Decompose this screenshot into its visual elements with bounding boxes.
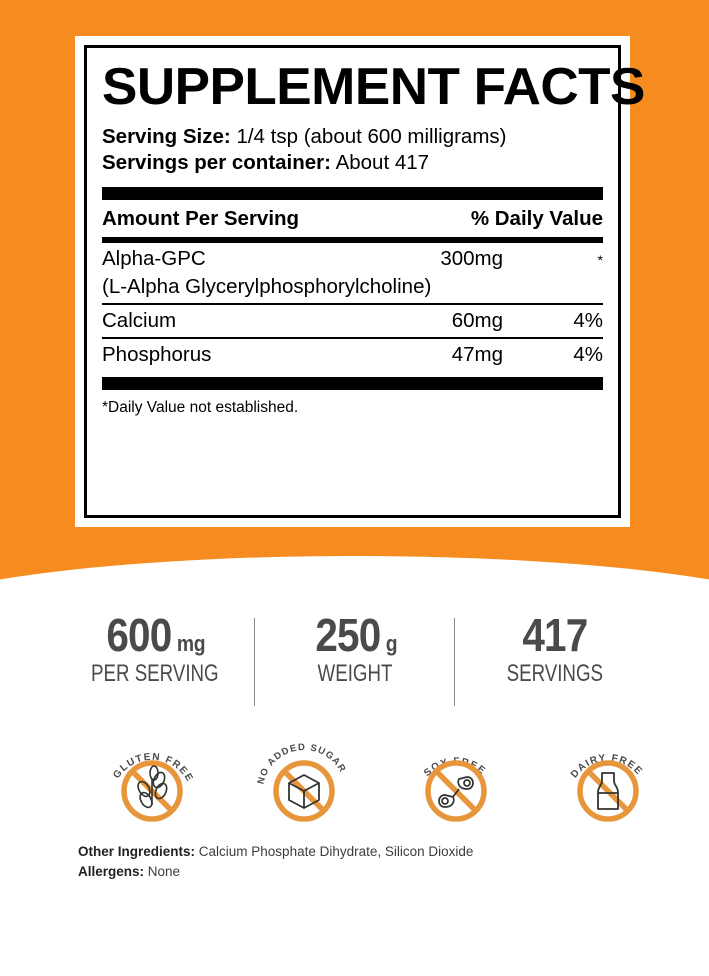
stat-value-row: 417 [467, 612, 642, 658]
stat-value: 600 [106, 609, 172, 661]
row-divider [102, 336, 603, 339]
serving-size-label: Serving Size: [102, 124, 231, 148]
stat-servings: 417 SERVINGS [467, 612, 642, 688]
nutrient-amount: 47mg [451, 342, 503, 366]
stat-unit: g [385, 631, 398, 656]
nutrient-daily-value: 4% [573, 308, 603, 332]
nutrient-daily-value: 4% [573, 342, 603, 366]
stat-label: WEIGHT [317, 660, 392, 687]
allergens-value: None [147, 863, 181, 879]
stat-divider [454, 618, 455, 706]
stat-value-row: 250 g [267, 612, 442, 658]
stat-weight: 250 g WEIGHT [267, 612, 442, 688]
serving-size-line: Serving Size: 1/4 tsp (about 600 milligr… [102, 125, 603, 149]
claims-badge-row: GLUTEN FREE NO ADDED SUGAR [0, 733, 709, 828]
allergens-line: Allergens: None [78, 862, 473, 882]
header-divider-bar [102, 186, 603, 200]
allergens-label: Allergens: [78, 863, 145, 879]
header-underline-bar [102, 236, 603, 243]
nutrient-name: Alpha-GPC [102, 246, 206, 270]
badge-dairy-free: DAIRY FREE [553, 733, 663, 828]
other-ingredients-value: Calcium Phosphate Dihydrate, Silicon Dio… [198, 844, 474, 859]
servings-per-container-line: Servings per container: About 417 [102, 151, 603, 175]
table-row: Phosphorus 47mg 4% [102, 339, 603, 371]
badge-gluten-free: GLUTEN FREE [97, 733, 207, 828]
sugar-cube-icon [272, 760, 335, 822]
daily-value-header: % Daily Value [470, 206, 603, 230]
table-header-row: Amount Per Serving % Daily Value [102, 200, 603, 237]
nutrient-amount: 60mg [451, 308, 503, 332]
footer-divider-bar [102, 376, 603, 390]
stat-value: 250 [315, 609, 382, 661]
stat-value-row: 600 mg [67, 612, 242, 658]
supplement-facts-panel: SUPPLEMENT FACTS Serving Size: 1/4 tsp (… [75, 36, 645, 527]
soybean-icon [424, 760, 487, 822]
nutrient-daily-value: * [597, 251, 603, 268]
badge-soy-free: SOY FREE [401, 733, 511, 828]
ingredients-block: Other Ingredients: Calcium Phosphate Dih… [78, 842, 473, 881]
table-row: Alpha-GPC 300mg * [102, 243, 603, 275]
stat-value: 417 [522, 609, 588, 661]
page-title: SUPPLEMENT FACTS [102, 58, 645, 116]
other-ingredients-line: Other Ingredients: Calcium Phosphate Dih… [78, 842, 473, 862]
nutrient-name: Phosphorus [102, 342, 212, 366]
product-stats-strip: 600 mg PER SERVING 250 g WEIGHT 417 SERVIN… [0, 612, 709, 712]
nutrient-name: Calcium [102, 308, 177, 332]
stat-unit: mg [177, 631, 206, 656]
table-row: Calcium 60mg 4% [102, 305, 603, 337]
servings-per-container-value: About 417 [335, 150, 430, 174]
row-divider [102, 302, 603, 305]
serving-size-value: 1/4 tsp (about 600 milligrams) [236, 124, 507, 148]
other-ingredients-label: Other Ingredients: [78, 844, 196, 859]
wheat-icon [120, 760, 183, 822]
stat-label: SERVINGS [506, 660, 603, 687]
badge-no-added-sugar: NO ADDED SUGAR [249, 733, 359, 828]
daily-value-footnote: *Daily Value not established. [102, 398, 299, 416]
stat-label: PER SERVING [90, 660, 219, 687]
amount-per-serving-header: Amount Per Serving [102, 206, 300, 230]
servings-per-container-label: Servings per container: [102, 150, 331, 174]
nutrient-subname: (L-Alpha Glycerylphosphorylcholine) [102, 274, 432, 298]
stat-divider [254, 618, 255, 706]
milk-bottle-icon [576, 760, 639, 822]
supplement-facts-border-box: SUPPLEMENT FACTS Serving Size: 1/4 tsp (… [84, 45, 645, 518]
stat-per-serving: 600 mg PER SERVING [67, 612, 242, 688]
nutrient-amount: 300mg [440, 246, 503, 270]
